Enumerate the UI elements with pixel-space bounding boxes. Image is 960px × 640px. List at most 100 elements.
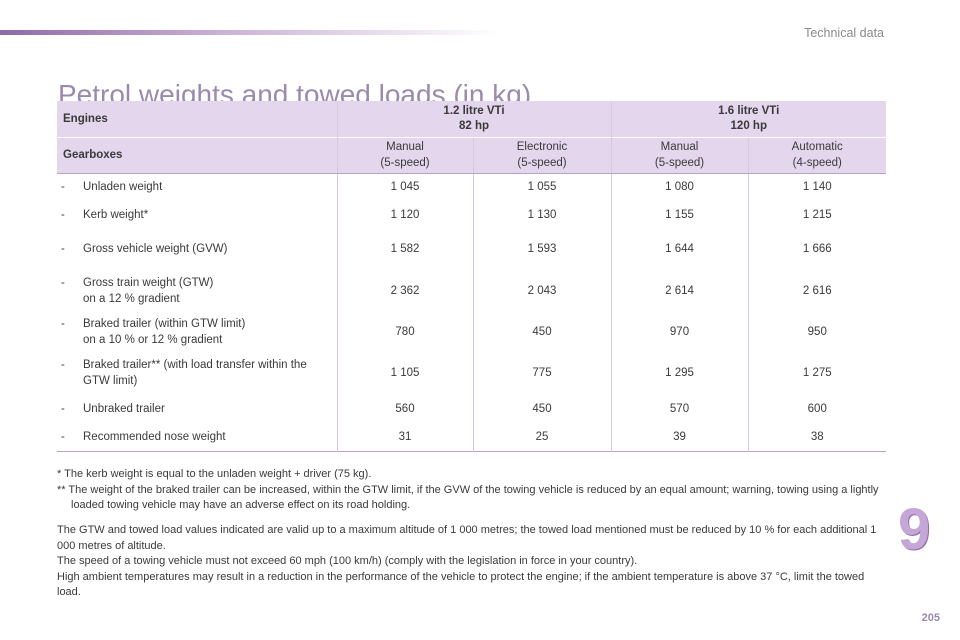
table-cell: 2 043 <box>472 270 611 311</box>
row-label: - Braked trailer (within GTW limit) on a 1… <box>57 311 337 352</box>
table-cell: 2 614 <box>610 270 748 311</box>
note-temperature: High ambient temperatures may result in … <box>57 570 865 599</box>
row-label: - Kerb weight* <box>57 201 337 228</box>
row-label: - Braked trailer** (with load transfer wi… <box>57 352 337 393</box>
row-label-text: Kerb weight* <box>83 208 149 221</box>
table-cell: 39 <box>610 424 748 451</box>
footnotes: * The kerb weight is equal to the unlade… <box>57 467 887 514</box>
row-label: - Unbraked trailer <box>57 393 337 424</box>
page-number: 205 <box>921 612 940 624</box>
engine-header-2: 1.6 litre VTi 120 hp <box>610 101 886 137</box>
engines-header-row: Engines 1.2 litre VTi 82 hp 1.6 litre VT… <box>57 101 886 137</box>
table-row: - Gross vehicle weight (GVW) 1 582 1 593 … <box>57 228 886 270</box>
table-cell: 600 <box>747 393 886 424</box>
footnote-braked-trailer: ** The weight of the braked trailer can … <box>57 483 879 512</box>
gearbox-type: Manual <box>660 141 699 153</box>
row-label-text: Braked trailer** (with load transfer wit… <box>83 358 307 371</box>
table-cell: 25 <box>472 424 611 451</box>
towing-notes: The GTW and towed load values indicated … <box>57 523 887 601</box>
row-label-text: Unbraked trailer <box>83 402 165 415</box>
note-speed: The speed of a towing vehicle must not e… <box>57 555 638 567</box>
row-dash: - <box>61 317 65 330</box>
weights-table: Engines 1.2 litre VTi 82 hp 1.6 litre VT… <box>57 101 886 452</box>
table-cell: 2 616 <box>747 270 886 311</box>
row-label: - Recommended nose weight <box>57 424 337 451</box>
gearbox-speeds: (4-speed) <box>792 157 842 169</box>
gearboxes-header-row: Gearboxes Manual (5-speed) Electronic (5-s… <box>57 136 886 174</box>
table-cell: 775 <box>472 352 611 393</box>
table-cell: 450 <box>472 393 611 424</box>
table-cell: 1 140 <box>747 173 886 201</box>
gearbox-type: Electronic <box>516 141 568 153</box>
row-label: - Gross train weight (GTW) on a 12 % gradi… <box>57 270 337 311</box>
table-cell: 2 362 <box>336 270 473 311</box>
table-cell: 1 120 <box>336 201 473 228</box>
table-row: - Braked trailer (within GTW limit) on a 1… <box>57 311 886 352</box>
table-cell: 31 <box>336 424 473 451</box>
table-cell: 1 593 <box>472 228 611 270</box>
table-cell: 1 155 <box>610 201 748 228</box>
table-cell: 1 275 <box>747 352 886 393</box>
engine-power: 82 hp <box>458 119 490 132</box>
table-cell: 1 295 <box>610 352 748 393</box>
note-altitude: The GTW and towed load values indicated … <box>57 524 877 552</box>
header-accent-bar <box>0 30 500 35</box>
engine-name: 1.6 litre VTi <box>718 104 780 117</box>
row-dash: - <box>61 181 65 194</box>
table-cell: 1 045 <box>336 173 473 201</box>
gearbox-speeds: (5-speed) <box>517 157 567 169</box>
row-label-text: Gross train weight (GTW) <box>83 276 214 289</box>
row-dash: - <box>61 431 65 444</box>
table-row: - Braked trailer** (with load transfer wi… <box>57 352 886 393</box>
row-label-subtext: on a 10 % or 12 % gradient <box>83 333 223 346</box>
section-label: Technical data <box>804 26 884 40</box>
row-dash: - <box>61 243 65 255</box>
engines-label: Engines <box>57 101 337 137</box>
row-dash: - <box>61 358 65 371</box>
footnote-kerb-weight: * The kerb weight is equal to the unlade… <box>57 468 372 480</box>
table-cell: 1 080 <box>610 173 748 201</box>
table-cell: 38 <box>747 424 886 451</box>
row-dash: - <box>61 402 65 415</box>
row-label-text: Gross vehicle weight (GVW) <box>83 243 228 255</box>
table-row: - Recommended nose weight 31 25 39 38 <box>57 424 886 451</box>
table-cell: 1 105 <box>336 352 473 393</box>
row-label: - Unladen weight <box>57 173 337 201</box>
gearbox-type: Manual <box>386 141 424 153</box>
table-row: - Unbraked trailer 560 450 570 600 <box>57 393 886 424</box>
gearbox-header: Manual (5-speed) <box>336 136 473 174</box>
gearbox-header: Manual (5-speed) <box>610 136 748 174</box>
row-label-text: Recommended nose weight <box>83 431 226 444</box>
table-row: - Unladen weight 1 045 1 055 1 080 1 140 <box>57 173 886 201</box>
gearbox-header: Automatic (4-speed) <box>747 136 886 174</box>
engine-header-1: 1.2 litre VTi 82 hp <box>336 101 611 137</box>
table-cell: 560 <box>336 393 473 424</box>
gearbox-speeds: (5-speed) <box>380 157 430 169</box>
row-label-text: Unladen weight <box>83 181 163 194</box>
row-label-subtext: GTW limit) <box>83 374 138 387</box>
table-cell: 1 215 <box>747 201 886 228</box>
gearbox-type: Automatic <box>791 141 843 153</box>
gearbox-speeds: (5-speed) <box>654 157 705 169</box>
row-dash: - <box>61 276 65 289</box>
table-row: - Gross train weight (GTW) on a 12 % gradi… <box>57 270 886 311</box>
row-label-subtext: on a 12 % gradient <box>83 292 180 305</box>
row-dash: - <box>61 208 65 221</box>
table-cell: 950 <box>747 311 886 352</box>
table-row: - Kerb weight* 1 120 1 130 1 155 1 215 <box>57 201 886 228</box>
table-cell: 450 <box>472 311 611 352</box>
gearbox-header: Electronic (5-speed) <box>472 136 611 174</box>
table-cell: 1 582 <box>336 228 473 270</box>
gearboxes-label: Gearboxes <box>57 136 337 174</box>
chapter-number: 9 <box>898 497 931 562</box>
table-cell: 780 <box>336 311 473 352</box>
engine-power: 120 hp <box>730 119 767 132</box>
row-label: - Gross vehicle weight (GVW) <box>57 228 337 270</box>
table-cell: 1 666 <box>747 228 886 270</box>
table-cell: 1 644 <box>610 228 748 270</box>
engine-name: 1.2 litre VTi <box>443 104 505 117</box>
table-cell: 970 <box>610 311 748 352</box>
row-label-text: Braked trailer (within GTW limit) <box>83 317 246 330</box>
table-cell: 1 130 <box>472 201 611 228</box>
table-cell: 570 <box>610 393 748 424</box>
